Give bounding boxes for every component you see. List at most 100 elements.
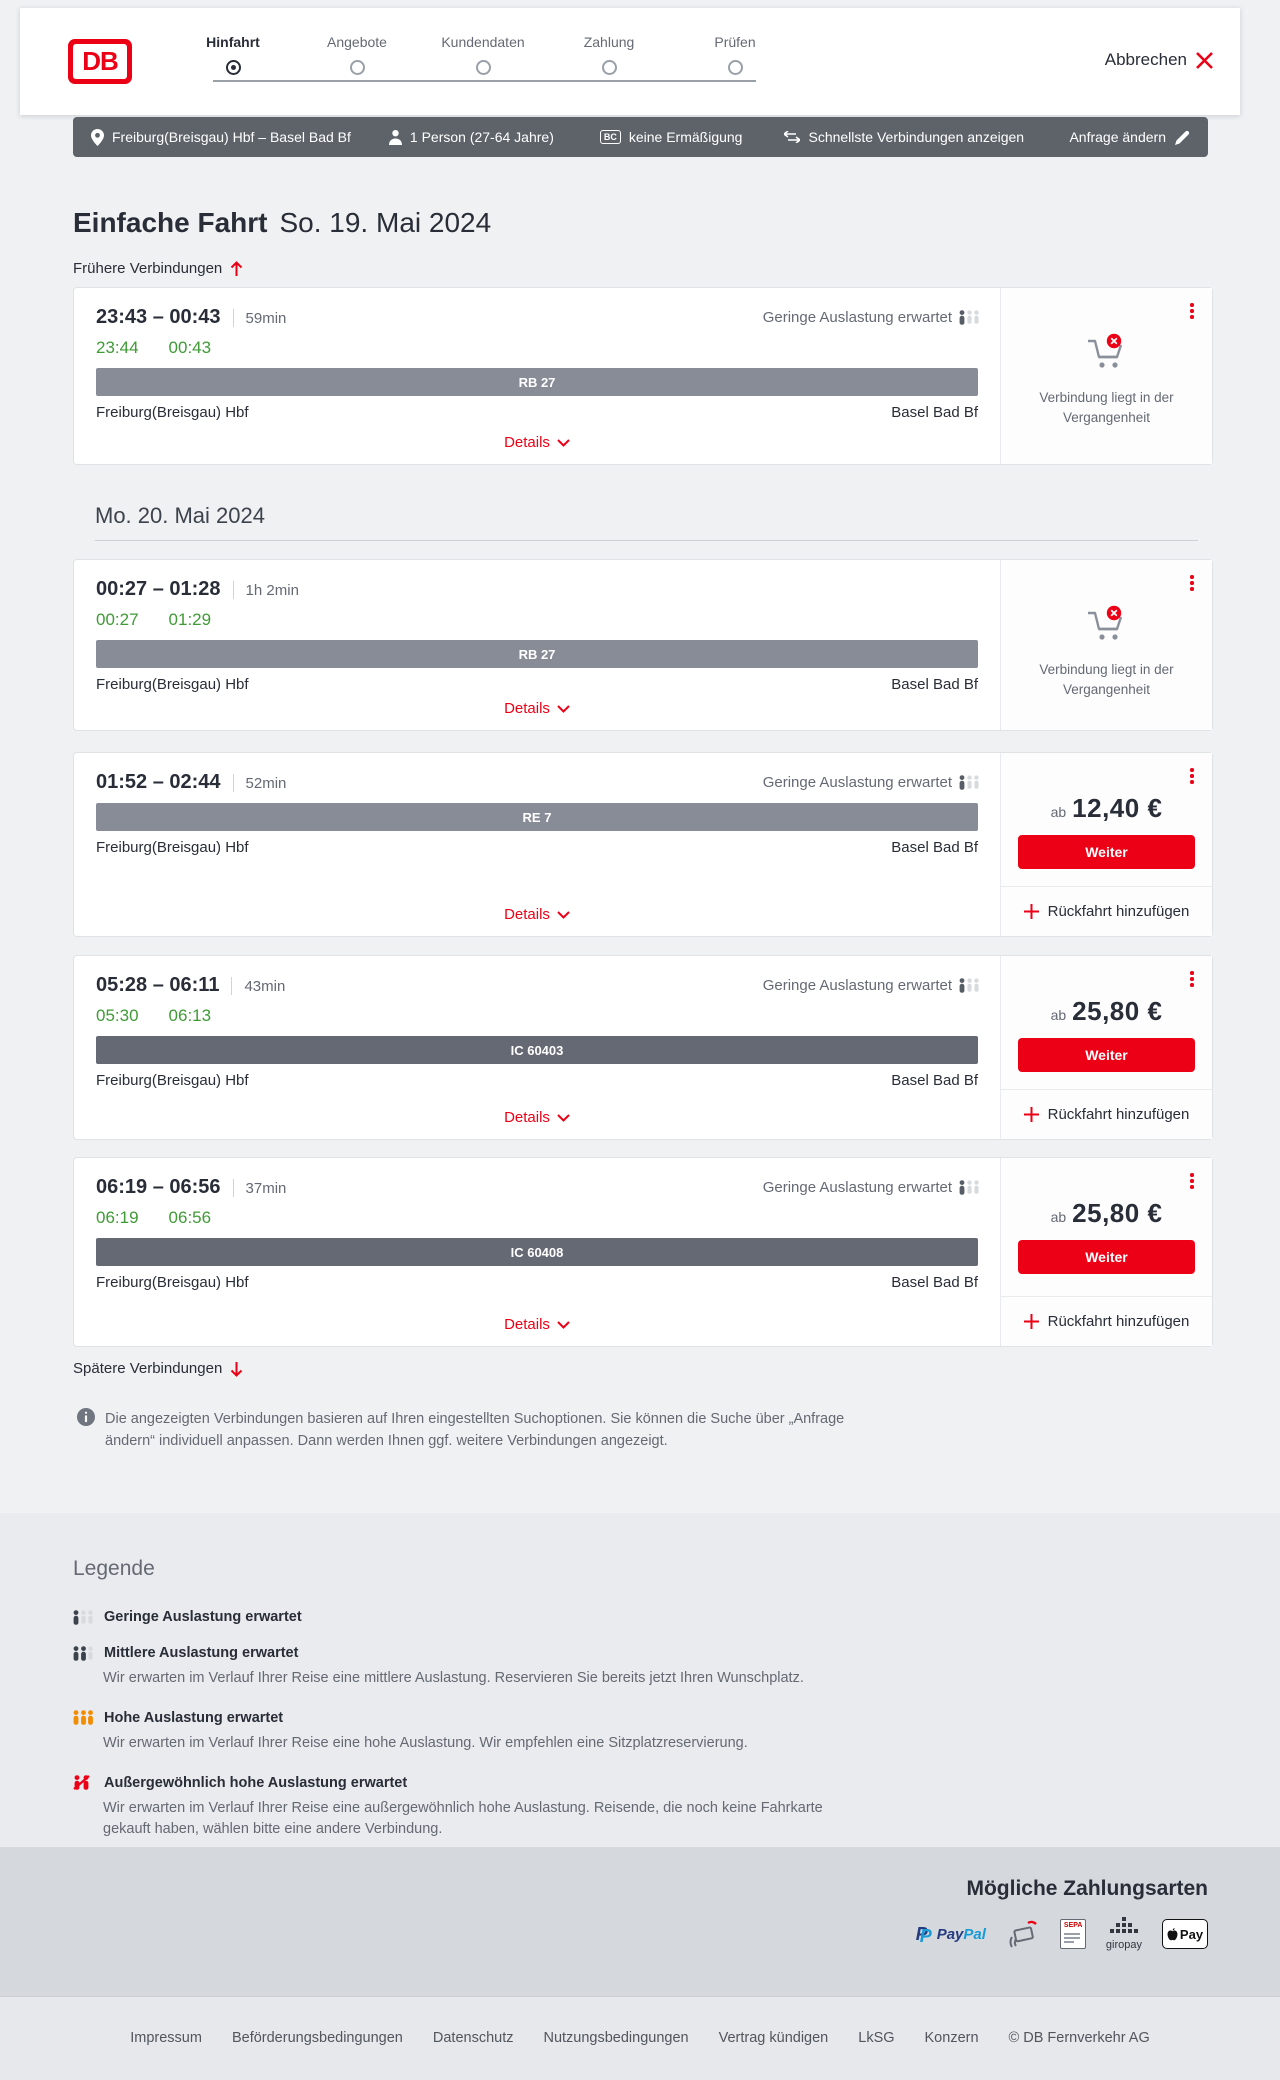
connection-details-area: 00:27 – 01:28 1h 2min 00:27 01:29 RB 27 … bbox=[74, 560, 1000, 730]
legend-description: Wir erwarten im Verlauf Ihrer Reise eine… bbox=[103, 1734, 748, 1751]
occupancy-low-icon bbox=[959, 1180, 979, 1195]
weiter-button[interactable]: Weiter bbox=[1018, 835, 1195, 869]
realtime-depart: 05:30 bbox=[96, 1006, 139, 1025]
close-icon bbox=[1196, 51, 1213, 69]
more-options-button[interactable] bbox=[1183, 300, 1201, 322]
add-return-label: Rückfahrt hinzufügen bbox=[1047, 1313, 1190, 1330]
step-pruefen[interactable]: Prüfen bbox=[690, 34, 780, 75]
more-options-button[interactable] bbox=[1183, 968, 1201, 990]
train-line-bar[interactable]: IC 60403 bbox=[96, 1036, 978, 1064]
price-amount: 25,80 € bbox=[1072, 996, 1163, 1026]
connection-duration: 37min bbox=[245, 1180, 287, 1197]
train-line-bar[interactable]: IC 60408 bbox=[96, 1238, 978, 1266]
info-icon bbox=[77, 1408, 95, 1426]
add-return-button[interactable]: Rückfahrt hinzufügen bbox=[1001, 886, 1212, 936]
info-note-text: Die angezeigten Verbindungen basieren au… bbox=[105, 1411, 845, 1450]
fastest-text: Schnellste Verbindungen anzeigen bbox=[808, 129, 1025, 145]
step-dot bbox=[349, 60, 365, 75]
add-return-button[interactable]: Rückfahrt hinzufügen bbox=[1001, 1296, 1212, 1346]
footer-link-befoerderungsbedingungen[interactable]: Beförderungsbedingungen bbox=[231, 2030, 403, 2046]
details-toggle[interactable]: Details bbox=[96, 434, 978, 451]
later-connections-link[interactable]: Spätere Verbindungen bbox=[73, 1360, 243, 1377]
footer-link-impressum[interactable]: Impressum bbox=[130, 2030, 202, 2046]
step-kundendaten[interactable]: Kundendaten bbox=[438, 34, 528, 75]
arrival-station: Basel Bad Bf bbox=[891, 404, 978, 421]
plus-icon bbox=[1023, 1314, 1039, 1329]
past-connection-note: Verbindung liegt in der Vergangenheit bbox=[1039, 390, 1174, 425]
cart-unavailable-icon bbox=[1087, 605, 1122, 640]
search-info-note: Die angezeigten Verbindungen basieren au… bbox=[77, 1408, 863, 1453]
fastest-connections-toggle[interactable]: Schnellste Verbindungen anzeigen bbox=[784, 129, 1024, 145]
details-toggle[interactable]: Details bbox=[96, 1316, 978, 1333]
occupancy-indicator: Geringe Auslastung erwartet bbox=[763, 309, 980, 326]
realtime-arrive: 06:56 bbox=[168, 1208, 212, 1227]
occupancy-low-icon bbox=[959, 775, 979, 790]
connection-action-panel: ab 12,40 € Weiter Rückfahrt hinzufügen bbox=[1000, 753, 1212, 936]
weiter-button[interactable]: Weiter bbox=[1018, 1240, 1195, 1274]
train-line-bar[interactable]: RE 7 bbox=[96, 803, 978, 831]
cancel-button[interactable]: Abbrechen bbox=[1105, 50, 1214, 70]
connection-times: 06:19 – 06:56 bbox=[96, 1176, 221, 1198]
details-label: Details bbox=[504, 434, 550, 451]
more-options-button[interactable] bbox=[1183, 1170, 1201, 1192]
add-return-button[interactable]: Rückfahrt hinzufügen bbox=[1001, 1089, 1212, 1139]
occupancy-label: Geringe Auslastung erwartet bbox=[762, 977, 952, 994]
occupancy-low-icon bbox=[73, 1609, 93, 1625]
edit-search-button[interactable]: Anfrage ändern bbox=[1069, 129, 1190, 145]
train-line-label: RB 27 bbox=[518, 646, 556, 662]
plus-icon bbox=[1023, 904, 1039, 919]
occupancy-low-icon bbox=[959, 978, 979, 993]
step-angebote[interactable]: Angebote bbox=[312, 34, 402, 75]
weiter-button[interactable]: Weiter bbox=[1018, 1038, 1195, 1072]
footer-link-lksg[interactable]: LkSG bbox=[858, 2030, 895, 2046]
stepper-line bbox=[213, 80, 756, 82]
paypal-icon: P P PayPal bbox=[915, 1924, 986, 1946]
occupancy-label: Geringe Auslastung erwartet bbox=[762, 774, 952, 791]
giropay-icon: giropay bbox=[1106, 1917, 1142, 1951]
details-toggle[interactable]: Details bbox=[96, 1109, 978, 1126]
discount-summary: BC keine Ermäßigung bbox=[599, 129, 743, 145]
realtime-arrive: 06:13 bbox=[168, 1006, 212, 1025]
step-hinfahrt[interactable]: Hinfahrt bbox=[188, 34, 278, 75]
train-line-bar[interactable]: RB 27 bbox=[96, 640, 978, 668]
later-connections-label: Spätere Verbindungen bbox=[73, 1360, 223, 1377]
legend-description: Wir erwarten im Verlauf Ihrer Reise eine… bbox=[103, 1670, 804, 1686]
realtime-times: 23:44 00:43 bbox=[96, 338, 211, 358]
payments-section: Mögliche Zahlungsarten P P PayPal SEPA bbox=[0, 1847, 1280, 1996]
arrival-station: Basel Bad Bf bbox=[891, 1274, 978, 1291]
departure-station: Freiburg(Breisgau) Hbf bbox=[96, 676, 249, 693]
connection-times: 00:27 – 01:28 bbox=[96, 578, 221, 600]
details-toggle[interactable]: Details bbox=[96, 700, 978, 717]
footer-link-datenschutz[interactable]: Datenschutz bbox=[432, 2030, 514, 2046]
connection-details-area: 23:43 – 00:43 59min Geringe Auslastung e… bbox=[74, 288, 1000, 464]
more-options-button[interactable] bbox=[1183, 572, 1201, 594]
progress-stepper: Hinfahrt Angebote Kundendaten Zahlung Pr… bbox=[168, 34, 808, 94]
step-label: Hinfahrt bbox=[206, 34, 260, 50]
footer-link-vertrag-kuendigen[interactable]: Vertrag kündigen bbox=[718, 2030, 829, 2046]
realtime-arrive: 00:43 bbox=[168, 338, 212, 357]
app-header: DB Hinfahrt Angebote Kundendaten Zahlung… bbox=[20, 8, 1240, 115]
edit-search-label: Anfrage ändern bbox=[1069, 129, 1166, 145]
separator bbox=[232, 773, 234, 792]
discount-text: keine Ermäßigung bbox=[628, 129, 743, 145]
more-options-button[interactable] bbox=[1183, 765, 1201, 787]
departure-station: Freiburg(Breisgau) Hbf bbox=[96, 1274, 249, 1291]
footer-link-nutzungsbedingungen[interactable]: Nutzungsbedingungen bbox=[543, 2030, 689, 2046]
step-zahlung[interactable]: Zahlung bbox=[564, 34, 654, 75]
realtime-depart: 06:19 bbox=[96, 1208, 139, 1227]
earlier-connections-link[interactable]: Frühere Verbindungen bbox=[73, 260, 243, 277]
step-label: Angebote bbox=[327, 34, 387, 50]
details-toggle[interactable]: Details bbox=[96, 906, 978, 923]
occupancy-indicator: Geringe Auslastung erwartet bbox=[763, 774, 980, 791]
footer-link-konzern[interactable]: Konzern bbox=[924, 2030, 979, 2046]
step-label: Zahlung bbox=[583, 34, 635, 50]
separator bbox=[232, 1178, 234, 1197]
realtime-depart: 00:27 bbox=[96, 610, 139, 629]
legend-title: Legende bbox=[73, 1557, 155, 1580]
connection-times: 23:43 – 00:43 bbox=[96, 306, 221, 328]
location-pin-icon bbox=[91, 128, 104, 146]
step-dot bbox=[475, 60, 491, 75]
payments-title: Mögliche Zahlungsarten bbox=[966, 1877, 1208, 1900]
occupancy-indicator: Geringe Auslastung erwartet bbox=[763, 977, 980, 994]
train-line-bar[interactable]: RB 27 bbox=[96, 368, 978, 396]
